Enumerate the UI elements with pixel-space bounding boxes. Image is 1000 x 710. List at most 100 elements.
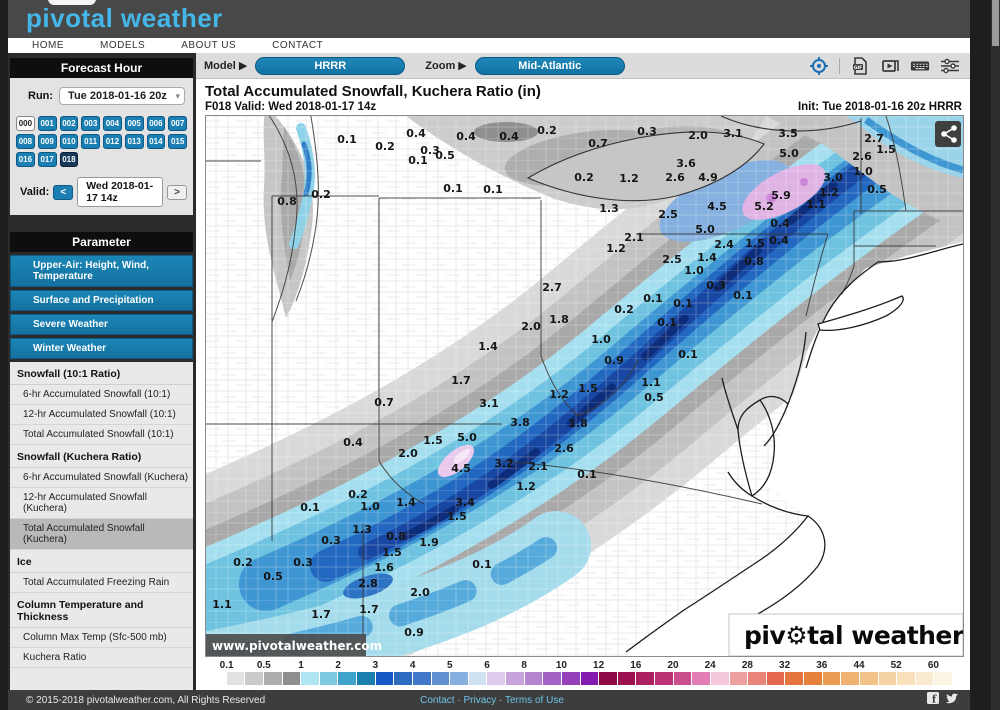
crosshair-locate-icon[interactable] <box>809 56 829 76</box>
zoom-select-button[interactable]: Mid-Atlantic <box>474 56 625 75</box>
forecast-hour-003[interactable]: 003 <box>81 116 100 131</box>
parameter-item[interactable]: Column Max Temp (Sfc-500 mb) <box>10 628 193 648</box>
parameter-category[interactable]: Surface and Precipitation <box>10 290 193 311</box>
forecast-hour-010[interactable]: 010 <box>59 134 79 149</box>
parameter-item[interactable]: 12-hr Accumulated Snowfall (10:1) <box>10 405 193 425</box>
scrollbar-track[interactable] <box>991 0 1000 710</box>
map-value-label: 0.1 <box>408 154 428 167</box>
forecast-hour-017[interactable]: 017 <box>37 152 57 167</box>
parameter-item[interactable]: 6-hr Accumulated Snowfall (Kuchera) <box>10 468 193 488</box>
forecast-hour-001[interactable]: 001 <box>37 116 57 131</box>
valid-prev-button[interactable]: < <box>53 184 74 200</box>
forecast-hour-009[interactable]: 009 <box>37 134 57 149</box>
map-value-label: 1.0 <box>360 500 380 513</box>
colorbar-cell <box>655 672 673 685</box>
colorbar-tick-label: 1 <box>298 660 304 671</box>
parameter-item[interactable]: 6-hr Accumulated Snowfall (10:1) <box>10 385 193 405</box>
map-value-label: 0.4 <box>456 130 476 143</box>
svg-text:GIF: GIF <box>854 64 863 70</box>
map-value-label: 0.3 <box>293 556 313 569</box>
map-value-label: 1.4 <box>478 340 498 353</box>
colorbar-cell <box>301 672 319 685</box>
gif-export-icon[interactable]: GIF <box>850 56 870 76</box>
forecast-hour-005[interactable]: 005 <box>124 116 144 131</box>
settings-sliders-icon[interactable] <box>940 56 960 76</box>
colorbar-tick-label: 6 <box>484 660 490 671</box>
map-value-label: 1.5 <box>423 434 443 447</box>
parameter-category[interactable]: Upper-Air: Height, Wind, Temperature <box>10 255 193 287</box>
forecast-hour-008[interactable]: 008 <box>16 134 35 149</box>
map-value-label: 1.2 <box>606 242 626 255</box>
map-value-label: 3.0 <box>823 171 843 184</box>
map-value-label: 2.0 <box>688 129 708 142</box>
map-value-label: 1.5 <box>382 546 402 559</box>
forecast-hour-018[interactable]: 018 <box>59 152 79 167</box>
forecast-hour-016[interactable]: 016 <box>16 152 35 167</box>
colorbar-cell <box>524 672 543 685</box>
map-value-label: 0.4 <box>343 436 363 449</box>
map-value-label: 2.1 <box>528 460 548 473</box>
model-label: Model ▶ <box>204 60 248 72</box>
map-value-label: 0.5 <box>435 149 455 162</box>
share-button[interactable] <box>935 121 961 147</box>
colorbar-cell <box>226 672 245 685</box>
map-value-label: 3.4 <box>455 496 475 509</box>
forecast-hour-000[interactable]: 000 <box>16 116 35 131</box>
weather-map[interactable]: 0.1 0.2 0.4 0.3 0.1 0.5 0.4 0.4 0.2 0.2 0.8 0.1 0.1 0… <box>205 115 964 657</box>
map-value-label: 1.7 <box>311 608 331 621</box>
map-value-label: 0.1 <box>643 292 663 305</box>
forecast-hour-013[interactable]: 013 <box>124 134 144 149</box>
nav-home[interactable]: HOME <box>32 40 64 51</box>
svg-text:f: f <box>932 695 937 705</box>
nav-about-us[interactable]: ABOUT US <box>181 40 237 51</box>
colorbar-cell <box>561 672 580 685</box>
map-value-label: 1.0 <box>684 264 704 277</box>
scrollbar-thumb[interactable] <box>992 0 999 46</box>
parameter-item[interactable]: Kuchera Ratio <box>10 648 193 668</box>
parameter-group-label: Snowfall (Kuchera Ratio) <box>10 445 193 468</box>
forecast-hour-002[interactable]: 002 <box>59 116 79 131</box>
colorbar-cell <box>673 672 692 685</box>
forecast-hour-015[interactable]: 015 <box>168 134 187 149</box>
forecast-hour-012[interactable]: 012 <box>103 134 122 149</box>
colorbar-tick-label: 24 <box>704 660 716 671</box>
footer-link-terms-of-use[interactable]: Terms of Use <box>504 694 564 706</box>
colorbar-cell <box>859 672 878 685</box>
map-value-label: 5.2 <box>754 200 774 213</box>
forecast-hour-014[interactable]: 014 <box>146 134 166 149</box>
colorbar-cell <box>748 672 766 685</box>
map-value-label: 1.5 <box>745 237 765 250</box>
nav-contact[interactable]: CONTACT <box>272 40 324 51</box>
run-select[interactable]: Tue 2018-01-16 20z ▾ <box>59 87 185 105</box>
map-value-label: 1.5 <box>447 510 467 523</box>
forecast-hour-006[interactable]: 006 <box>146 116 166 131</box>
valid-next-button[interactable]: > <box>167 184 187 200</box>
twitter-icon[interactable] <box>945 691 958 709</box>
facebook-icon[interactable]: f <box>927 691 939 709</box>
forecast-hour-007[interactable]: 007 <box>168 116 187 131</box>
parameter-item[interactable]: Total Accumulated Snowfall (10:1) <box>10 425 193 445</box>
parameter-item[interactable]: Total Accumulated Freezing Rain <box>10 573 193 593</box>
footer-link-contact[interactable]: Contact <box>420 694 455 706</box>
map-value-label: 0.1 <box>733 289 753 302</box>
map-value-label: 1.2 <box>549 388 569 401</box>
parameter-item[interactable]: 12-hr Accumulated Snowfall (Kuchera) <box>10 488 193 519</box>
site-logo[interactable]: pivotal weather <box>26 3 223 33</box>
map-value-label: 0.4 <box>406 127 426 140</box>
parameter-category[interactable]: Severe Weather <box>10 314 193 335</box>
colorbar-tick-label: 8 <box>521 660 527 671</box>
forecast-hour-011[interactable]: 011 <box>81 134 100 149</box>
parameter-category[interactable]: Winter Weather <box>10 338 193 359</box>
nav-models[interactable]: MODELS <box>100 40 146 51</box>
slideshow-icon[interactable] <box>880 56 900 76</box>
map-value-label: 1.3 <box>599 202 619 215</box>
map-value-label: 0.1 <box>300 501 320 514</box>
forecast-hour-004[interactable]: 004 <box>103 116 122 131</box>
model-select-button[interactable]: HRRR <box>255 56 406 75</box>
footer-link-privacy[interactable]: Privacy <box>463 694 497 706</box>
colorbar-cell <box>338 672 356 685</box>
map-value-label: 0.4 <box>770 217 790 230</box>
parameter-item[interactable]: Total Accumulated Snowfall (Kuchera) <box>10 519 193 550</box>
keyboard-shortcuts-icon[interactable] <box>910 56 930 76</box>
map-value-label: 1.7 <box>359 603 379 616</box>
